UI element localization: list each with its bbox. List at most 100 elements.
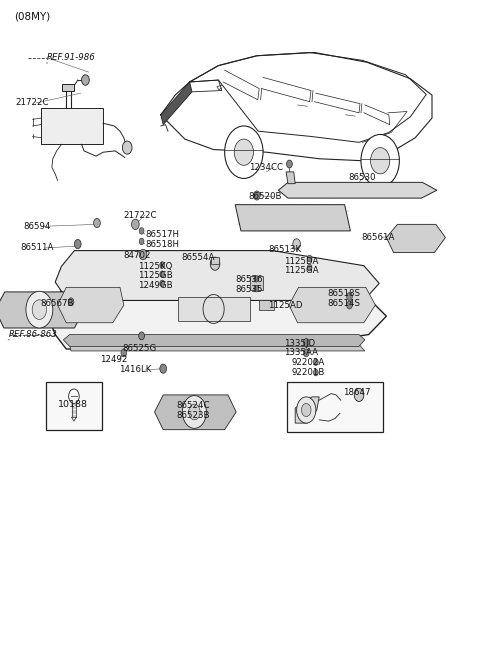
Text: 84702: 84702: [124, 251, 151, 260]
Circle shape: [234, 139, 253, 165]
Circle shape: [68, 298, 74, 306]
Circle shape: [371, 148, 390, 174]
Circle shape: [160, 271, 165, 277]
Circle shape: [132, 219, 139, 230]
Polygon shape: [0, 292, 84, 328]
Text: 86511A: 86511A: [20, 243, 54, 253]
Circle shape: [122, 141, 132, 154]
Polygon shape: [58, 287, 124, 323]
Circle shape: [313, 359, 318, 365]
Circle shape: [347, 293, 352, 300]
Circle shape: [121, 349, 127, 357]
Text: 86524C: 86524C: [177, 401, 210, 410]
Polygon shape: [235, 205, 350, 231]
Circle shape: [160, 262, 165, 268]
Circle shape: [26, 291, 53, 328]
Bar: [62, 84, 74, 91]
Text: 92202A: 92202A: [292, 358, 325, 367]
Bar: [250, 276, 263, 290]
Text: 86514S: 86514S: [327, 299, 360, 308]
Polygon shape: [63, 335, 365, 346]
Text: 18647: 18647: [343, 388, 371, 397]
Circle shape: [347, 301, 352, 309]
Text: REF.91-986: REF.91-986: [47, 53, 96, 62]
Bar: [287, 382, 383, 432]
Circle shape: [225, 126, 263, 178]
Text: 86523B: 86523B: [177, 411, 210, 420]
Polygon shape: [41, 108, 103, 144]
Circle shape: [82, 75, 89, 85]
Text: 86536: 86536: [235, 275, 263, 284]
Text: 92201B: 92201B: [292, 368, 325, 377]
Circle shape: [307, 264, 312, 271]
Circle shape: [253, 191, 260, 200]
Text: 86530: 86530: [348, 173, 375, 182]
Bar: [46, 382, 102, 430]
Circle shape: [307, 255, 312, 262]
Circle shape: [139, 238, 144, 245]
Polygon shape: [49, 282, 386, 349]
Polygon shape: [55, 251, 379, 300]
Text: 86567B: 86567B: [41, 298, 74, 308]
Circle shape: [287, 160, 292, 168]
Circle shape: [160, 364, 167, 373]
Text: 1125AD: 1125AD: [268, 300, 302, 310]
Text: 86561A: 86561A: [361, 233, 395, 242]
Text: 86520B: 86520B: [249, 192, 282, 201]
Text: 86594: 86594: [23, 222, 50, 231]
Circle shape: [303, 349, 309, 357]
Circle shape: [301, 403, 311, 417]
Text: 10188: 10188: [58, 400, 88, 409]
Text: 1125DA: 1125DA: [284, 256, 319, 266]
Polygon shape: [278, 182, 437, 198]
Circle shape: [182, 396, 206, 428]
Polygon shape: [161, 82, 192, 125]
Bar: [259, 300, 274, 310]
Text: 1125GB: 1125GB: [138, 271, 173, 280]
Text: 12492: 12492: [100, 355, 127, 364]
Circle shape: [354, 388, 364, 401]
Text: 1335AA: 1335AA: [284, 348, 318, 358]
Text: 1416LK: 1416LK: [119, 365, 151, 375]
Text: 1125KQ: 1125KQ: [138, 262, 173, 271]
Circle shape: [303, 338, 309, 346]
Polygon shape: [289, 287, 375, 323]
Text: 86518S: 86518S: [327, 289, 360, 298]
Bar: [178, 297, 250, 321]
Polygon shape: [70, 344, 365, 351]
Circle shape: [210, 257, 220, 270]
Text: REF.86-863: REF.86-863: [9, 330, 58, 339]
Text: 86518H: 86518H: [145, 239, 179, 249]
Text: 21722C: 21722C: [124, 211, 157, 220]
Polygon shape: [286, 172, 295, 184]
Text: 86525G: 86525G: [122, 344, 156, 354]
Circle shape: [94, 218, 100, 228]
Circle shape: [361, 134, 399, 187]
Text: 86554A: 86554A: [181, 253, 215, 262]
Circle shape: [297, 397, 316, 423]
Text: 1335JD: 1335JD: [284, 338, 315, 348]
Polygon shape: [155, 395, 236, 430]
Circle shape: [254, 276, 259, 282]
Circle shape: [254, 285, 259, 292]
Text: 1249GB: 1249GB: [138, 281, 173, 290]
Text: 1234CC: 1234CC: [249, 163, 283, 172]
Text: 86513K: 86513K: [269, 245, 302, 254]
Circle shape: [139, 228, 144, 234]
Circle shape: [139, 332, 144, 340]
Polygon shape: [386, 224, 445, 253]
Circle shape: [160, 280, 165, 287]
Text: 86535: 86535: [235, 285, 263, 294]
Text: 86517H: 86517H: [145, 230, 179, 239]
Circle shape: [189, 404, 200, 420]
Circle shape: [74, 239, 81, 249]
Circle shape: [32, 300, 47, 319]
Polygon shape: [295, 397, 319, 423]
Text: (08MY): (08MY): [14, 11, 51, 22]
Circle shape: [313, 369, 318, 376]
Text: 21722C: 21722C: [15, 98, 49, 108]
Circle shape: [139, 249, 147, 260]
Bar: [211, 257, 219, 264]
Circle shape: [293, 239, 300, 249]
Text: 1125GA: 1125GA: [284, 266, 319, 276]
